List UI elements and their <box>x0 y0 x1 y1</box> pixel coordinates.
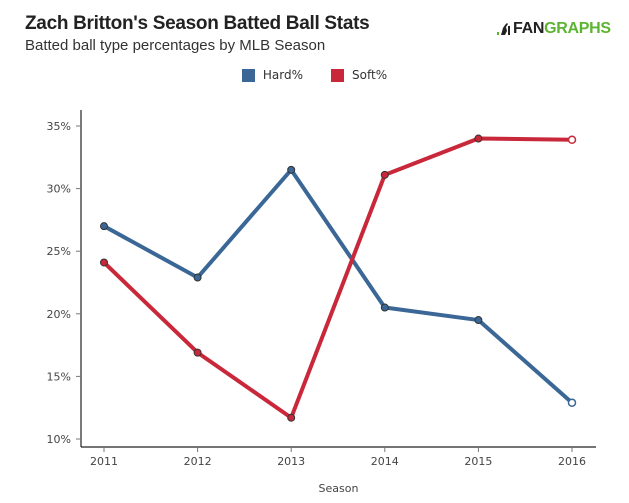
legend-item-hard[interactable]: Hard% <box>241 68 304 82</box>
x-tick-label: 2011 <box>90 455 118 468</box>
y-tick-label: 15% <box>47 370 71 383</box>
y-tick-label: 10% <box>47 433 71 446</box>
data-point-soft <box>474 134 483 143</box>
fangraphs-logo[interactable]: FAN GRAPHS <box>497 20 611 38</box>
data-point-soft <box>567 135 577 145</box>
data-point-soft <box>287 413 296 422</box>
legend-item-soft[interactable]: Soft% <box>331 68 387 82</box>
y-tick-label: 30% <box>47 183 71 196</box>
y-tick-label: 20% <box>47 308 71 321</box>
x-tick-label: 2014 <box>371 455 399 468</box>
legend-swatch-soft <box>331 68 345 82</box>
legend-label-soft: Soft% <box>352 68 388 82</box>
x-tick-label: 2013 <box>277 455 305 468</box>
batter-icon <box>497 23 510 35</box>
y-tick-label: 25% <box>47 245 71 258</box>
data-point-soft <box>193 348 202 357</box>
data-point-hard <box>567 398 577 407</box>
x-axis-title: Season <box>319 482 359 495</box>
data-point-soft <box>380 170 389 179</box>
data-point-hard <box>193 273 202 282</box>
chart-title: Zach Britton's Season Batted Ball Stats <box>25 13 370 34</box>
legend-swatch-hard <box>241 68 255 82</box>
data-point-hard <box>380 303 389 312</box>
data-point-hard <box>474 316 483 325</box>
series-line-soft <box>102 136 574 420</box>
data-point-soft <box>100 258 108 267</box>
x-tick-label: 2012 <box>184 455 212 468</box>
data-point-hard <box>100 222 108 231</box>
data-point-hard <box>287 165 296 174</box>
x-tick-label: 2016 <box>558 455 586 468</box>
logo-text-fan: FAN <box>513 20 545 37</box>
legend-label-hard: Hard% <box>262 68 304 82</box>
chart-subtitle: Batted ball type percentages by MLB Seas… <box>25 37 326 54</box>
legend: Hard% Soft% <box>0 68 629 82</box>
series-line-hard <box>102 167 574 405</box>
y-tick-label: 35% <box>47 120 71 133</box>
x-tick-label: 2015 <box>464 455 492 468</box>
logo-text-graphs: GRAPHS <box>544 20 611 37</box>
